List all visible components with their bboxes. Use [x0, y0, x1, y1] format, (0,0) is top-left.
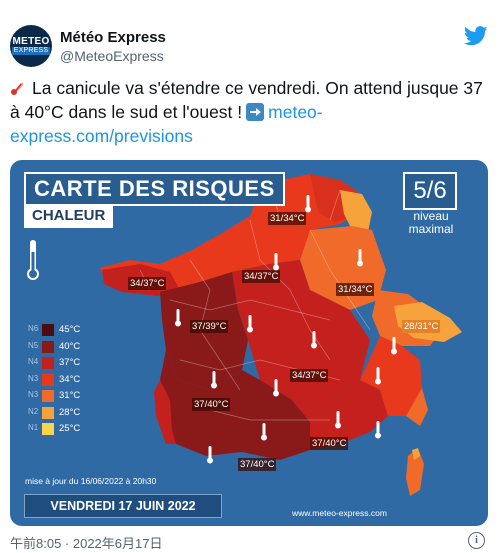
legend-code: N4: [28, 357, 39, 366]
temp-label-sud-est: 37/40°C: [310, 437, 349, 450]
thermometer-marker-icon: [375, 367, 381, 385]
source-site: www.meteo-express.com: [292, 508, 387, 518]
avatar[interactable]: METEO EXPRESS: [10, 25, 52, 67]
thermometer-marker-icon: [311, 331, 317, 349]
legend-swatch: [42, 390, 54, 402]
region-southwest: [160, 350, 310, 460]
legend-temp: 31°C: [59, 390, 81, 401]
legend-code: N3: [28, 373, 39, 383]
map-subtitle-box: CHALEUR: [24, 204, 114, 228]
thermometer-marker-icon: [175, 309, 181, 327]
thermometer-marker-icon: [261, 423, 267, 441]
temp-label-centre-nord: 34/37°C: [242, 270, 281, 283]
thermometer-marker-icon: [335, 411, 341, 429]
region-corsica-north: [412, 448, 420, 460]
level-label-line1: niveau: [413, 209, 449, 223]
legend-swatch: [42, 406, 54, 419]
legend-temp: 40°C: [59, 340, 81, 352]
avatar-text-meteo: METEO: [12, 36, 50, 47]
level-label-line2: maximal: [408, 222, 454, 236]
region-southeast: [292, 380, 388, 450]
thermometer-marker-icon: [207, 446, 213, 464]
legend-swatch: [42, 373, 54, 386]
tweet-link[interactable]: meteo-express.com/previsions: [10, 102, 323, 146]
thermometer-marker-icon: [247, 315, 253, 333]
legend-code: N1: [28, 423, 39, 432]
thermometer-marker-icon: [391, 337, 397, 355]
twitter-bird-icon[interactable]: [464, 26, 488, 46]
thermometer-emoji-icon: [11, 82, 24, 95]
heat-risk-map-image[interactable]: CARTE DES RISQUES CHALEUR 5/6 niveau max…: [10, 160, 488, 526]
region-corsica: [406, 448, 424, 496]
temp-label-est: 31/34°C: [336, 283, 375, 296]
tweet-text: La canicule va s'étendre ce vendredi. On…: [10, 76, 490, 148]
region-provence: [360, 336, 422, 416]
map-subtitle: CHALEUR: [32, 207, 106, 224]
legend-temp: 34°C: [59, 373, 81, 385]
region-southwest-coast: [154, 380, 176, 444]
thermometer-icon: [27, 240, 39, 280]
legend-code: N2: [28, 406, 39, 416]
legend-code: N3: [28, 390, 39, 399]
legend-temp: 45°C: [59, 324, 81, 335]
thermometer-marker-icon: [305, 195, 311, 213]
right-arrow-emoji-icon: [246, 103, 265, 121]
update-note: mise à jour du 16/06/2022 à 20h30: [25, 476, 157, 486]
region-northeast-edge: [340, 190, 372, 232]
thermometer-marker-icon: [375, 421, 381, 439]
region-riviera: [406, 388, 428, 426]
legend-swatch: [42, 357, 54, 369]
temp-label-ouest: 37/39°C: [190, 320, 229, 333]
map-title: CARTE DES RISQUES: [34, 176, 275, 201]
risk-level: 5/6: [413, 177, 447, 204]
level-box: 5/6: [403, 172, 457, 210]
legend-code: N6: [28, 324, 39, 333]
info-icon[interactable]: i: [468, 532, 485, 549]
thermometer-marker-icon: [273, 379, 279, 397]
temp-label-alpes: 28/31°C: [402, 320, 441, 333]
map-title-box: CARTE DES RISQUES: [24, 172, 285, 206]
temp-label-sud-ouest: 37/40°C: [192, 398, 231, 411]
display-name[interactable]: Météo Express: [60, 29, 166, 46]
temp-label-sud: 37/40°C: [238, 458, 277, 471]
region-centre: [232, 260, 370, 400]
tweet-body: La canicule va s'étendre ce vendredi. On…: [10, 78, 483, 122]
france-map: [100, 174, 462, 496]
account-handle[interactable]: @MeteoExpress: [60, 48, 164, 64]
temp-label-nord-est: 31/34°C: [268, 212, 307, 225]
temp-label-centre: 34/37°C: [290, 369, 329, 382]
legend-temp: 37°C: [59, 357, 81, 368]
legend-swatch: [42, 340, 54, 353]
tweet-timestamp[interactable]: 午前8:05 · 2022年6月17日: [10, 536, 163, 551]
tweet-header: METEO EXPRESS Météo Express @MeteoExpres…: [0, 0, 500, 70]
legend-temp: 28°C: [59, 406, 81, 418]
legend-temp: 25°C: [59, 423, 81, 434]
legend-code: N5: [28, 340, 39, 350]
forecast-date: VENDREDI 17 JUIN 2022: [24, 494, 222, 518]
temp-label-nord-ouest: 34/37°C: [128, 277, 167, 290]
legend-swatch: [42, 423, 54, 435]
thermometer-marker-icon: [211, 371, 217, 389]
avatar-text-express: EXPRESS: [11, 47, 51, 55]
thermometer-marker-icon: [273, 253, 279, 271]
thermometer-marker-icon: [357, 249, 363, 267]
legend-swatch: [42, 324, 54, 336]
level-label: niveau maximal: [400, 210, 462, 236]
